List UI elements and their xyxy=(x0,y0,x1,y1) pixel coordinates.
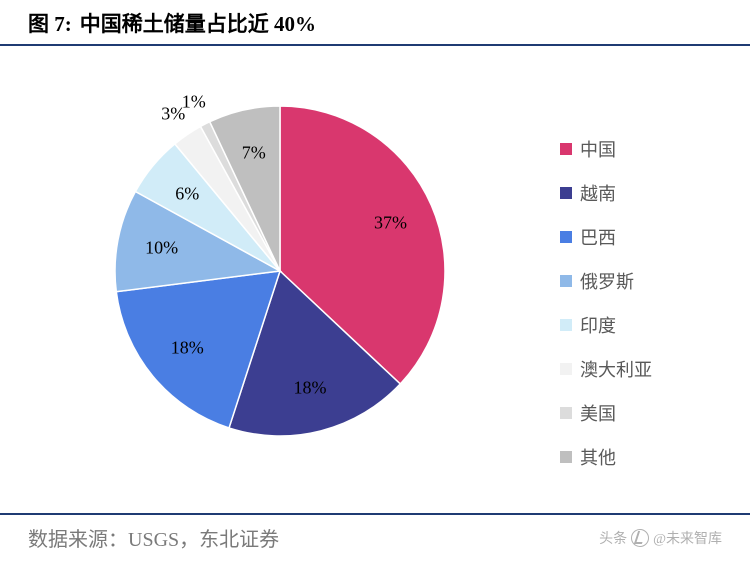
legend-label: 中国 xyxy=(580,136,616,162)
legend-item: 印度 xyxy=(560,312,652,338)
source-row: 数据来源：USGS，东北证券 头条 @未来智库 xyxy=(0,513,750,556)
figure-title: 中国稀土储量占比近 40% xyxy=(80,8,316,38)
legend-item: 巴西 xyxy=(560,224,652,250)
legend-item: 其他 xyxy=(560,444,652,470)
slice-label: 18% xyxy=(171,337,204,358)
legend-item: 俄罗斯 xyxy=(560,268,652,294)
watermark: 头条 @未来智库 xyxy=(599,528,722,548)
legend-marker xyxy=(560,143,572,155)
pie-svg xyxy=(110,101,450,441)
watermark-icon xyxy=(631,529,649,547)
legend-label: 其他 xyxy=(580,444,616,470)
legend: 中国越南巴西俄罗斯印度澳大利亚美国其他 xyxy=(560,136,652,470)
watermark-prefix: 头条 xyxy=(599,528,627,548)
legend-label: 越南 xyxy=(580,180,616,206)
legend-item: 越南 xyxy=(560,180,652,206)
slice-label: 37% xyxy=(374,213,407,234)
slice-label: 10% xyxy=(145,238,178,259)
legend-marker xyxy=(560,275,572,287)
legend-marker xyxy=(560,451,572,463)
legend-marker xyxy=(560,363,572,375)
legend-marker xyxy=(560,407,572,419)
legend-marker xyxy=(560,319,572,331)
legend-marker xyxy=(560,231,572,243)
pie-chart: 37%18%18%10%6%3%1%7% xyxy=(110,101,450,441)
source-text: 数据来源：USGS，东北证券 xyxy=(28,523,279,552)
chart-area: 37%18%18%10%6%3%1%7% 中国越南巴西俄罗斯印度澳大利亚美国其他 xyxy=(0,46,750,501)
legend-label: 澳大利亚 xyxy=(580,356,652,382)
legend-label: 印度 xyxy=(580,312,616,338)
slice-label: 7% xyxy=(242,143,266,164)
legend-label: 美国 xyxy=(580,400,616,426)
figure-frame: 图 7: 中国稀土储量占比近 40% 37%18%18%10%6%3%1%7% … xyxy=(0,0,750,562)
slice-label: 1% xyxy=(182,91,206,112)
slice-label: 18% xyxy=(293,377,326,398)
figure-title-row: 图 7: 中国稀土储量占比近 40% xyxy=(0,0,750,46)
watermark-suffix: @未来智库 xyxy=(653,528,722,548)
legend-label: 俄罗斯 xyxy=(580,268,634,294)
legend-item: 澳大利亚 xyxy=(560,356,652,382)
legend-marker xyxy=(560,187,572,199)
slice-label: 6% xyxy=(175,184,199,205)
legend-item: 美国 xyxy=(560,400,652,426)
legend-item: 中国 xyxy=(560,136,652,162)
figure-label: 图 7: xyxy=(28,8,72,38)
legend-label: 巴西 xyxy=(580,224,616,250)
